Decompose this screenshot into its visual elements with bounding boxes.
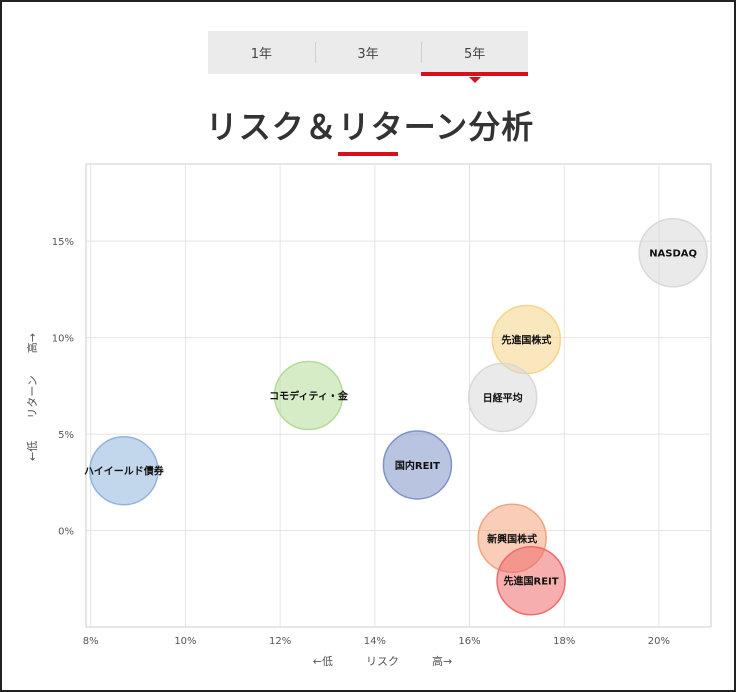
bubble-label: 先進国株式 [501,334,551,347]
tab-label: 3年 [357,47,379,62]
bubble[interactable] [89,435,159,506]
x-tick-label: 8% [83,636,99,647]
y-tick-label: 5% [58,430,74,441]
y-tick-label: 0% [58,527,74,538]
bubble-label: 先進国REIT [504,575,559,588]
x-axis-label: ←低 リスク 高→ [313,654,452,668]
x-tick-label: 20% [648,636,670,647]
x-tick-label: 12% [269,636,291,647]
bubble-label: 新興国株式 [487,532,537,545]
page-title: リスク＆リターン分析 [205,108,535,146]
bubble[interactable] [467,362,538,433]
tab-label: 1年 [250,47,272,62]
bubble-label: 日経平均 [483,391,523,404]
tab-3-year[interactable]: 3年 [314,31,422,74]
tab-5-year[interactable]: 5年 [421,31,528,83]
active-caret-icon [468,77,481,83]
bubble-label: NASDAQ [649,249,697,260]
bubble-label: コモディティ・金 [269,390,349,403]
x-tick-label: 16% [458,636,480,647]
bubble-label: ハイイールド債券 [84,465,165,478]
plot-area [85,163,712,628]
y-tick-label: 10% [52,334,74,345]
bubble-label: 国内REIT [395,459,440,472]
y-axis-label: ←低 リターン 高→ [25,333,39,461]
period-tabs: 1年 3年 5年 [208,31,528,83]
x-tick-label: 14% [364,636,386,647]
x-tick-label: 10% [174,636,196,647]
bubble[interactable] [273,360,344,431]
bubble[interactable] [638,217,708,288]
y-tick-label: 15% [52,237,74,248]
bubble[interactable] [496,545,566,616]
tab-1-year[interactable]: 1年 [208,31,315,74]
x-tick-label: 18% [553,636,575,647]
title-underline [338,152,398,156]
tab-label: 5年 [464,47,486,62]
bubble[interactable] [382,430,453,500]
